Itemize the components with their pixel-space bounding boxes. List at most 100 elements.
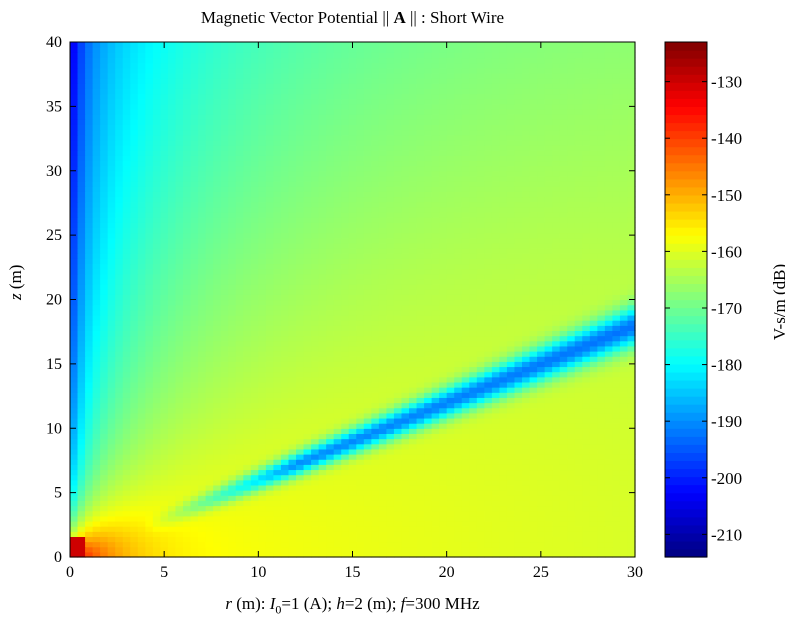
heatmap-cell <box>446 454 455 460</box>
heatmap-cell <box>122 526 131 532</box>
heatmap-cell <box>183 546 192 553</box>
heatmap-cell <box>341 304 350 311</box>
heatmap-cell <box>393 438 403 445</box>
heatmap-cell <box>213 340 222 347</box>
heatmap-cell <box>296 505 305 512</box>
heatmap-cell <box>85 520 94 527</box>
heatmap-cell <box>348 273 357 280</box>
heatmap-cell <box>198 217 207 223</box>
heatmap-cell <box>522 402 531 409</box>
heatmap-cell <box>348 289 357 295</box>
heatmap-cell <box>386 433 395 440</box>
heatmap-cell <box>152 253 161 259</box>
heatmap-cell <box>431 248 440 254</box>
heatmap-cell <box>439 273 448 280</box>
heatmap-cell <box>537 361 546 368</box>
heatmap-cell <box>100 268 109 275</box>
heatmap-cell <box>303 340 312 347</box>
heatmap-cell <box>228 484 237 491</box>
heatmap-cell <box>514 397 523 404</box>
heatmap-cell <box>190 454 199 460</box>
heatmap-cell <box>288 551 297 558</box>
heatmap-cell <box>220 284 229 290</box>
heatmap-cell <box>341 520 350 527</box>
heatmap-cell <box>107 541 116 548</box>
heatmap-cell <box>582 484 591 491</box>
heatmap-cell <box>311 423 320 429</box>
heatmap-cell <box>627 417 636 424</box>
heatmap-cell <box>619 253 629 259</box>
heatmap-cell <box>183 211 192 218</box>
heatmap-cell <box>552 376 561 383</box>
heatmap-cell <box>175 351 184 357</box>
heatmap-cell <box>416 376 425 383</box>
heatmap-cell <box>333 366 342 373</box>
heatmap-cell <box>250 551 259 558</box>
heatmap-cell <box>559 258 568 265</box>
heatmap-cell <box>122 237 131 244</box>
heatmap-cell <box>476 227 485 234</box>
heatmap-cell <box>506 484 516 491</box>
heatmap-cell <box>296 500 305 507</box>
heatmap-cell <box>454 392 463 398</box>
heatmap-cell <box>424 381 433 388</box>
heatmap-cell <box>152 387 161 393</box>
heatmap-cell <box>499 222 508 228</box>
heatmap-cell <box>288 479 297 486</box>
heatmap-cell <box>228 237 237 244</box>
heatmap-cell <box>100 237 109 244</box>
heatmap-cell <box>296 299 305 306</box>
heatmap-cell <box>491 237 500 244</box>
heatmap-cell <box>386 423 395 429</box>
heatmap-cell <box>145 417 154 424</box>
heatmap-cell <box>250 510 259 517</box>
heatmap-cell <box>107 232 116 239</box>
heatmap-cell <box>77 531 86 537</box>
heatmap-cell <box>85 242 94 249</box>
heatmap-cell <box>574 484 583 491</box>
heatmap-cell <box>559 423 568 429</box>
heatmap-cell <box>537 479 546 486</box>
heatmap-cell <box>544 330 553 337</box>
heatmap-cell <box>198 392 207 398</box>
heatmap-cell <box>145 536 154 543</box>
heatmap-cell <box>92 304 101 311</box>
heatmap-cell <box>559 515 568 522</box>
heatmap-cell <box>85 217 94 223</box>
heatmap-cell <box>318 268 327 275</box>
heatmap-cell <box>522 490 531 496</box>
heatmap-cell <box>401 536 410 543</box>
heatmap-cell <box>409 500 418 507</box>
heatmap-cell <box>213 551 222 558</box>
heatmap-cell <box>85 304 94 311</box>
heatmap-cell <box>597 515 606 522</box>
heatmap-cell <box>461 536 470 543</box>
heatmap-cell <box>152 366 161 373</box>
heatmap-cell <box>446 217 455 223</box>
heatmap-cell <box>484 340 493 347</box>
heatmap-cell <box>152 397 161 404</box>
heatmap-cell <box>167 211 177 218</box>
heatmap-cell <box>431 376 440 383</box>
heatmap-cell <box>333 361 342 368</box>
heatmap-cell <box>205 520 214 527</box>
heatmap-cell <box>574 397 583 404</box>
heatmap-cell <box>115 536 124 543</box>
heatmap-cell <box>619 448 629 455</box>
heatmap-cell <box>152 263 161 270</box>
heatmap-cell <box>296 294 305 301</box>
heatmap-cell <box>461 330 470 337</box>
heatmap-cell <box>183 454 192 460</box>
heatmap-cell <box>137 294 146 301</box>
heatmap-cell <box>476 397 485 404</box>
heatmap-cell <box>333 335 342 342</box>
heatmap-cell <box>205 304 214 311</box>
heatmap-cell <box>152 268 161 275</box>
heatmap-cell <box>341 278 350 285</box>
heatmap-cell <box>582 294 591 301</box>
heatmap-cell <box>446 469 455 476</box>
heatmap-cell <box>476 366 485 373</box>
heatmap-cell <box>416 294 425 301</box>
heatmap-cell <box>506 366 516 373</box>
heatmap-cell <box>386 284 395 290</box>
